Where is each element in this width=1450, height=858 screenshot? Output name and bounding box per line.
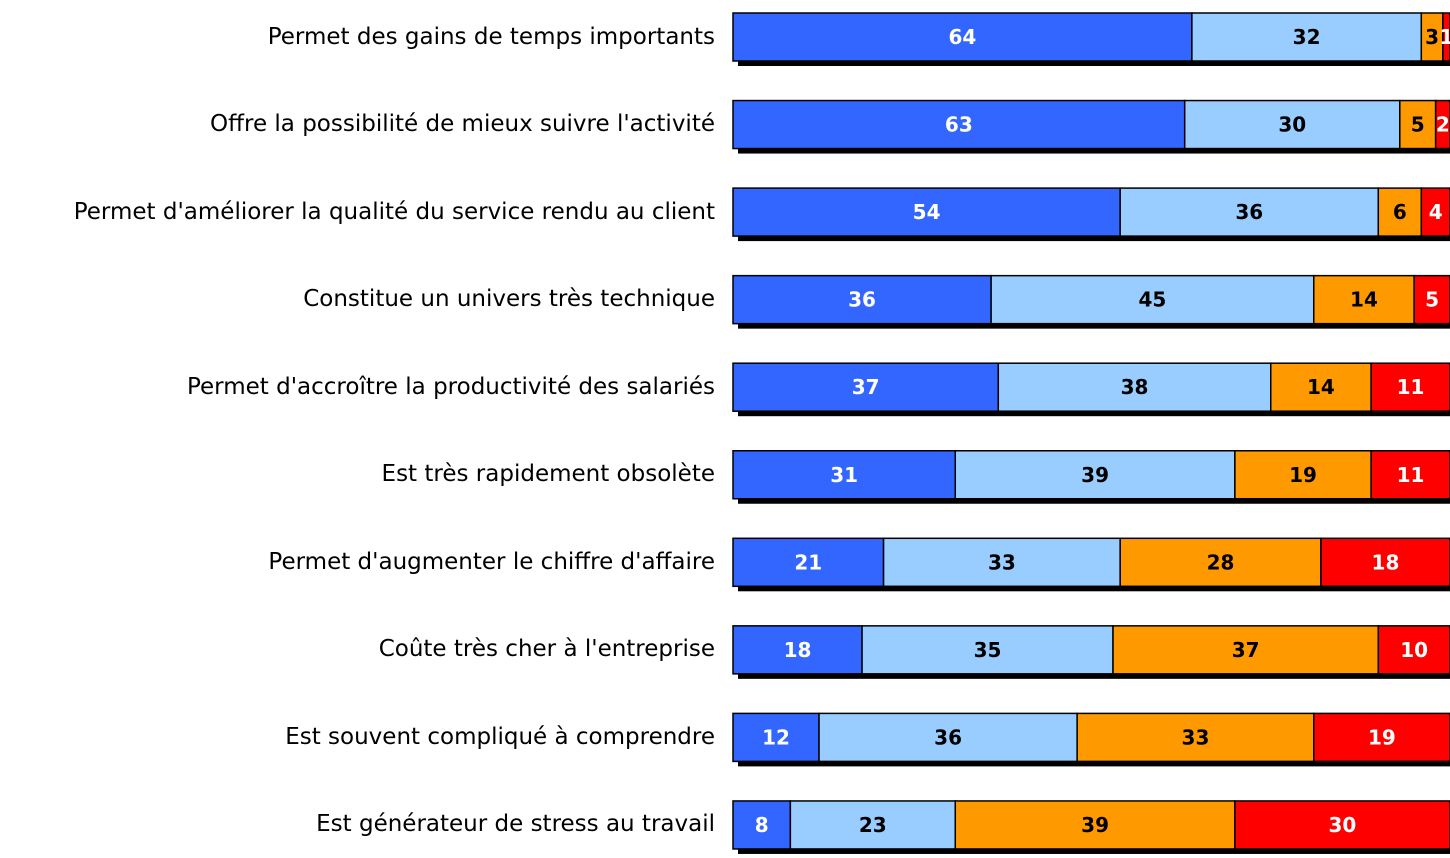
bar-segment — [954, 800, 1236, 850]
data-label: 8 — [755, 813, 769, 837]
bar-segment — [1076, 712, 1315, 763]
data-label: 64 — [949, 25, 977, 49]
data-label: 38 — [1121, 375, 1149, 399]
data-label: 3 — [1425, 25, 1439, 49]
bar-segment — [1119, 187, 1380, 237]
category-label: Est générateur de stress au travail — [316, 811, 715, 838]
data-label: 39 — [1081, 813, 1109, 837]
data-label: 18 — [1372, 550, 1400, 574]
data-label: 14 — [1350, 288, 1378, 312]
bar-segment — [1320, 537, 1450, 588]
bar-segment — [1377, 625, 1450, 675]
bar-segment — [818, 712, 1078, 763]
data-label: 5 — [1411, 113, 1425, 137]
data-label: 11 — [1397, 463, 1425, 487]
category-label: Est très rapidement obsolète — [381, 461, 715, 488]
data-label: 4 — [1429, 200, 1443, 224]
data-label: 28 — [1207, 550, 1235, 574]
data-label: 30 — [1278, 113, 1306, 137]
data-label: 10 — [1400, 638, 1428, 662]
bar-segment — [882, 537, 1121, 588]
data-label: 33 — [988, 550, 1016, 574]
bar-segment — [1420, 187, 1450, 237]
data-label: 21 — [794, 550, 822, 574]
data-label: 23 — [859, 813, 887, 837]
category-label: Offre la possibilité de mieux suivre l'a… — [210, 111, 715, 138]
category-label: Coûte très cher à l'entreprise — [378, 636, 715, 663]
data-label: 30 — [1329, 813, 1357, 837]
bar-segment — [732, 187, 1121, 237]
data-label: 14 — [1307, 375, 1335, 399]
bar-segment — [732, 99, 1186, 150]
data-label: 36 — [1235, 200, 1263, 224]
data-label: 6 — [1393, 200, 1407, 224]
data-label: 36 — [848, 288, 876, 312]
bar-segment — [997, 362, 1272, 412]
bar-segment — [1434, 99, 1450, 150]
data-label: 12 — [762, 725, 790, 749]
bar-segment — [1413, 274, 1450, 325]
category-label: Permet d'améliorer la qualité du service… — [73, 198, 715, 225]
data-label: 32 — [1293, 25, 1321, 49]
data-label: 39 — [1081, 463, 1109, 487]
bar-segment — [1370, 362, 1450, 412]
bar-segment — [1270, 362, 1372, 412]
bar-segment — [732, 537, 885, 588]
bar-segment — [732, 450, 957, 500]
bar-segment — [1370, 450, 1450, 500]
data-label: 63 — [945, 113, 973, 137]
bar-segment — [732, 712, 820, 763]
bar-segment — [1234, 800, 1450, 850]
category-label: Constitue un univers très technique — [303, 286, 715, 313]
data-label: 18 — [784, 638, 812, 662]
bar-segment — [861, 625, 1114, 675]
bar-segment — [1183, 99, 1401, 150]
bar-segment — [1377, 187, 1423, 237]
category-label: Permet d'accroître la productivité des s… — [186, 373, 715, 400]
bar-segment — [1399, 99, 1437, 150]
category-label: Permet des gains de temps importants — [267, 23, 715, 50]
bar-segment — [1112, 625, 1380, 675]
category-label: Est souvent compliqué à comprendre — [285, 723, 715, 750]
data-label: 11 — [1397, 375, 1425, 399]
data-label: 36 — [934, 725, 962, 749]
data-label: 37 — [1232, 638, 1260, 662]
data-label: 31 — [830, 463, 858, 487]
data-label: 35 — [974, 638, 1002, 662]
data-label: 1 — [1439, 25, 1450, 49]
bar-segment — [1313, 712, 1450, 763]
data-label: 19 — [1368, 725, 1396, 749]
data-label: 2 — [1436, 113, 1450, 137]
data-label: 54 — [913, 200, 941, 224]
category-label: Permet d'augmenter le chiffre d'affaire — [268, 548, 715, 575]
bar-segment — [990, 274, 1315, 325]
bar-segment — [954, 450, 1236, 500]
bar-segment — [789, 800, 957, 850]
data-label: 45 — [1139, 288, 1167, 312]
bar-segment — [1119, 537, 1322, 588]
data-label: 37 — [852, 375, 880, 399]
data-label: 33 — [1182, 725, 1210, 749]
bar-segment — [732, 625, 863, 675]
data-label: 19 — [1289, 463, 1317, 487]
data-label: 5 — [1425, 288, 1439, 312]
